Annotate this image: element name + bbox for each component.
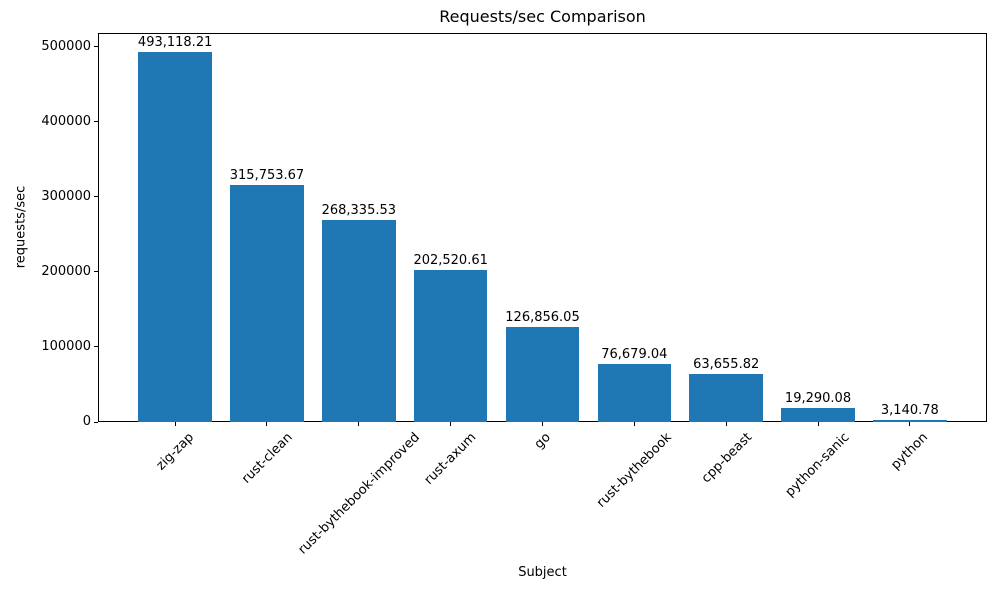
y-tick-label: 200000 [41, 263, 91, 279]
bar-cpp-beast [689, 374, 763, 422]
bar-python-sanic [781, 407, 855, 422]
y-tick-mark [94, 196, 98, 198]
bar-value-label: 63,655.82 [693, 357, 760, 373]
x-tick-label: rust-bythebook [594, 430, 675, 511]
x-tick-mark [358, 422, 360, 426]
bar-rust-axum [413, 269, 488, 422]
y-tick-mark [94, 121, 98, 123]
y-tick-mark [94, 421, 98, 423]
bar-value-label: 3,140.78 [880, 402, 939, 418]
x-tick-mark [266, 422, 268, 426]
bar-rust-clean [230, 184, 304, 422]
x-tick-mark [817, 422, 819, 426]
x-tick-label: rust-clean [238, 430, 296, 487]
bar-value-label: 126,856.05 [505, 309, 580, 325]
y-tick-label: 300000 [41, 188, 91, 204]
x-tick-mark [450, 422, 452, 426]
y-tick-mark [94, 46, 98, 48]
bar-rust-bythebook-improved [322, 220, 396, 422]
y-tick-label: 100000 [41, 338, 91, 354]
bar-value-label: 19,290.08 [784, 390, 852, 406]
x-tick-mark [542, 422, 543, 426]
x-axis-label: Subject [518, 565, 567, 580]
bar-value-label: 76,679.04 [601, 347, 668, 363]
x-tick-mark [633, 422, 635, 426]
x-tick-mark [725, 422, 727, 426]
chart-title: Requests/sec Comparison [439, 7, 646, 26]
x-tick-mark [909, 422, 911, 426]
y-tick-label: 0 [82, 414, 91, 429]
y-tick-mark [94, 271, 98, 273]
bar-rust-bythebook [597, 364, 672, 422]
bar-zig-zap [138, 51, 212, 422]
bar-python [873, 419, 947, 422]
bar-value-label: 493,118.21 [137, 34, 213, 50]
x-tick-label: python-sanic [783, 430, 853, 500]
y-tick-mark [94, 346, 98, 348]
x-tick-label: rust-axum [421, 430, 480, 488]
bar-go [505, 326, 580, 422]
bar-value-label: 315,753.67 [229, 167, 305, 183]
bar-value-label: 268,335.53 [321, 203, 397, 219]
y-tick-label: 400000 [41, 113, 91, 129]
x-tick-label: cpp-beast [698, 430, 755, 487]
x-tick-label: rust-bythebook-improved [295, 430, 423, 558]
x-tick-mark [174, 422, 176, 426]
bar-value-label: 202,520.61 [413, 252, 488, 268]
x-tick-label: go [531, 430, 554, 453]
x-tick-label: python [888, 430, 932, 473]
y-tick-label: 500000 [41, 38, 91, 54]
x-tick-label: zig-zap [153, 430, 198, 474]
